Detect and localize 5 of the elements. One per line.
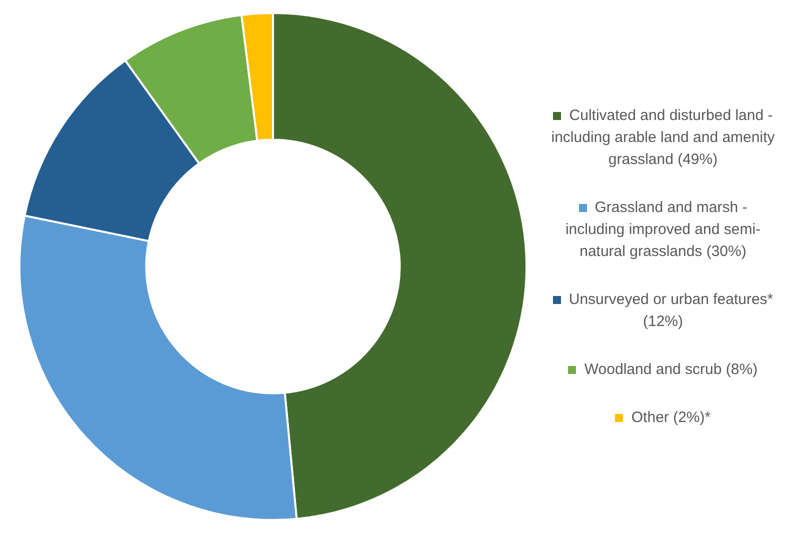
legend-label: Woodland and scrub (8%) (584, 360, 758, 378)
legend-label: Cultivated and disturbed land - including arable land and amenity grassland (49%) (551, 106, 775, 168)
legend-label: Grassland and marsh - including improved and semi-natural grasslands (30%) (565, 198, 761, 260)
legend-label: Other (2%)* (631, 408, 711, 426)
legend-label: Unsurveyed or urban features* (12%) (568, 290, 774, 330)
